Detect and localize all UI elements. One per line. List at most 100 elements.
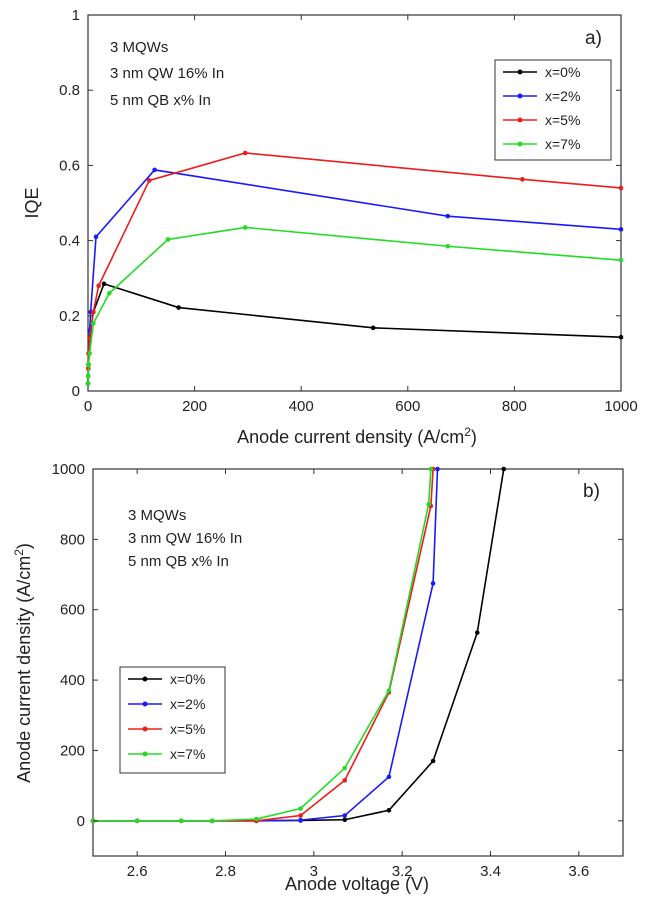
chart-a-legend-label-x7: x=7% <box>545 136 580 152</box>
chart-a-legend-box <box>494 59 612 161</box>
chart-b-point-x7 <box>134 818 140 824</box>
chart-b-x-tick-label: 3.2 <box>392 863 413 880</box>
chart-a-point-x5 <box>146 178 152 183</box>
chart-b-legend-marker-x7 <box>142 751 148 757</box>
chart-a-y-ticks: 0 0.2 0.4 0.6 0.8 1 <box>59 7 621 400</box>
chart-a-legend-label-x5: x=5% <box>545 112 580 128</box>
chart-a-point-x7 <box>107 290 112 296</box>
chart-a-point-x2 <box>93 234 99 240</box>
chart-a-series-line-x7 <box>87 226 622 384</box>
chart-b-legend-box <box>119 666 226 774</box>
chart-b-point-x0 <box>386 807 392 813</box>
chart-a-point-x5 <box>520 177 525 182</box>
chart-b-y-tick-label: 200 <box>60 742 85 759</box>
chart-b-x-tick-label: 3.4 <box>480 863 501 880</box>
chart-a-legend-label-x0: x=0% <box>545 64 580 80</box>
chart-a-point-x7 <box>618 257 624 263</box>
chart-a-point-x7 <box>165 237 171 242</box>
chart-b-series <box>90 466 507 824</box>
chart-a-point-x7 <box>91 321 96 326</box>
chart-b-point-x7 <box>298 806 303 811</box>
chart-a-y-axis-label: IQE <box>22 187 42 218</box>
chart-a-series-line-x5 <box>87 152 622 384</box>
chart-a-x-tick-label: 400 <box>289 398 314 415</box>
chart-b-point-x7 <box>342 765 348 771</box>
chart-a-annotation-qb: 5 nm QB x% In <box>110 92 211 109</box>
chart-b-point-x7 <box>428 466 434 472</box>
chart-a-point-x2 <box>618 227 624 232</box>
chart-a-point-x2 <box>445 213 451 219</box>
chart-b-y-tick-label: 600 <box>60 602 85 619</box>
chart-a-y-tick-label: 0.8 <box>59 82 80 99</box>
chart-a-series-line-x2 <box>87 169 622 384</box>
chart-b-legend-label-x2: x=2% <box>170 696 205 712</box>
chart-b-point-x7 <box>254 816 259 822</box>
chart-a-point-x7 <box>87 351 92 356</box>
chart-a-legend-marker-x7 <box>517 141 523 147</box>
chart-a-point-x0 <box>101 281 107 287</box>
chart-b-point-x5 <box>298 813 303 818</box>
chart-b-annotation-qb: 5 nm QB x% In <box>128 553 229 570</box>
chart-b-y-tick-label: 400 <box>60 672 85 689</box>
chart-b-point-x2 <box>298 817 303 823</box>
chart-b-y-tick-label: 1000 <box>52 461 85 478</box>
chart-a-x-tick-label: 0 <box>84 398 92 415</box>
chart-a-point-x7 <box>242 225 248 230</box>
chart-b-x-tick-label: 3 <box>310 863 318 880</box>
chart-a-point-x5 <box>618 185 624 191</box>
chart-a-x-tick-label: 800 <box>502 398 527 415</box>
chart-b-legend-label-x5: x=5% <box>170 721 205 737</box>
chart-a-legend-marker-x5 <box>517 117 523 123</box>
chart-b-x-axis-label: Anode voltage (V) <box>285 874 429 894</box>
chart-a-x-axis-label: Anode current density (A/cm2) <box>237 425 477 447</box>
chart-a-point-x5 <box>96 283 101 289</box>
chart-b-legend-label-x7: x=7% <box>170 746 205 762</box>
chart-a-point-x5 <box>242 150 248 156</box>
chart-a-y-tick-label: 0.4 <box>59 233 80 250</box>
chart-a-point-x0 <box>618 334 624 340</box>
chart-b-y-axis-label-sup: 2 <box>12 549 26 556</box>
chart-a-panel-label: a) <box>585 28 602 49</box>
chart-a-x-tick-label: 600 <box>395 398 420 415</box>
chart-b-series-line-x7 <box>93 468 432 822</box>
chart-b-x-tick-label: 3.6 <box>568 863 589 880</box>
chart-b-point-x7 <box>179 818 184 824</box>
chart-b-point-x0 <box>474 630 480 635</box>
chart-b-x-tick-label: 2.8 <box>215 863 236 880</box>
chart-b-point-x7 <box>209 818 215 824</box>
chart-b-point-x7 <box>386 688 392 693</box>
chart-a-series-line-x0 <box>87 282 622 384</box>
chart-a-annotation-qw: 3 nm QW 16% In <box>110 65 224 82</box>
chart-b-legend-marker-x0 <box>142 676 148 682</box>
chart-a-point-x5 <box>91 309 96 315</box>
chart-b-panel-label: b) <box>583 481 600 502</box>
chart-a-point-x0 <box>176 305 181 310</box>
chart-b-x-tick-label: 2.6 <box>127 863 148 880</box>
chart-b-y-tick-label: 0 <box>77 813 85 830</box>
chart-b: 2.6 2.8 3 3.2 3.4 3.6 0 200 400 600 800 1000 b) An… <box>12 461 624 894</box>
chart-b-point-x5 <box>342 778 348 783</box>
chart-a-y-tick-label: 0 <box>72 383 80 400</box>
chart-b-point-x2 <box>342 813 348 818</box>
chart-b-point-x0 <box>342 817 348 823</box>
chart-a-point-x7 <box>445 243 451 249</box>
chart-a-y-tick-label: 0.6 <box>59 157 80 174</box>
chart-b-y-axis-label: Anode current density (A/cm2) <box>12 543 34 783</box>
chart-a-x-tick-label: 1000 <box>604 398 637 415</box>
chart-b-y-ticks: 0 200 400 600 800 1000 <box>52 461 623 830</box>
chart-a-legend-marker-x0 <box>517 69 523 75</box>
chart-b-annotation-qw: 3 nm QW 16% In <box>128 530 242 547</box>
chart-a-point-x0 <box>370 325 376 331</box>
chart-b-legend-marker-x2 <box>142 701 148 707</box>
chart-a-point-x7 <box>85 373 91 379</box>
chart-a-x-axis-label-sup: 2 <box>464 425 471 439</box>
chart-b-point-x2 <box>386 774 392 780</box>
chart-b-legend-marker-x5 <box>142 726 148 732</box>
chart-a-series <box>85 150 624 386</box>
chart-a-point-x2 <box>152 167 157 173</box>
chart-a-x-ticks: 0 200 400 600 800 1000 <box>84 15 638 415</box>
chart-b-point-x0 <box>501 466 507 472</box>
chart-b-plot-area <box>92 468 624 857</box>
chart-a-legend-marker-x2 <box>517 93 523 99</box>
